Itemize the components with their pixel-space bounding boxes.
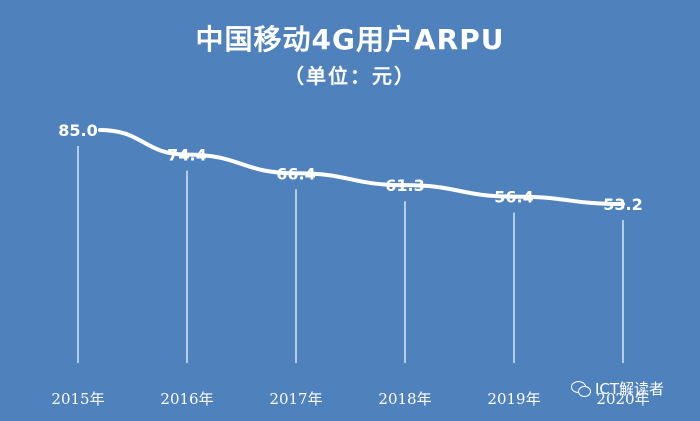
x-tick-label: 2017年 bbox=[269, 390, 322, 408]
watermark: ICT解读者 bbox=[570, 378, 664, 399]
data-label: 61.3 bbox=[385, 176, 424, 195]
x-tick-label: 2019年 bbox=[487, 390, 540, 408]
data-label: 56.4 bbox=[494, 188, 533, 207]
series-line bbox=[98, 127, 625, 207]
watermark-text: ICT解读者 bbox=[594, 380, 664, 398]
chart-subtitle: （单位：元） bbox=[284, 64, 416, 88]
wechat-icon bbox=[570, 380, 591, 397]
data-label: 53.2 bbox=[603, 195, 642, 214]
x-tick-label: 2018年 bbox=[378, 390, 431, 408]
x-tick-label: 2016年 bbox=[160, 390, 213, 408]
x-tick-label: 2020年 bbox=[596, 390, 649, 408]
data-label: 66.4 bbox=[276, 164, 315, 183]
data-label: 85.0 bbox=[58, 121, 97, 140]
x-tick-label: 2015年 bbox=[51, 390, 104, 408]
data-label: 74.4 bbox=[167, 146, 206, 165]
chart-title: 中国移动4G用户ARPU bbox=[195, 23, 505, 56]
